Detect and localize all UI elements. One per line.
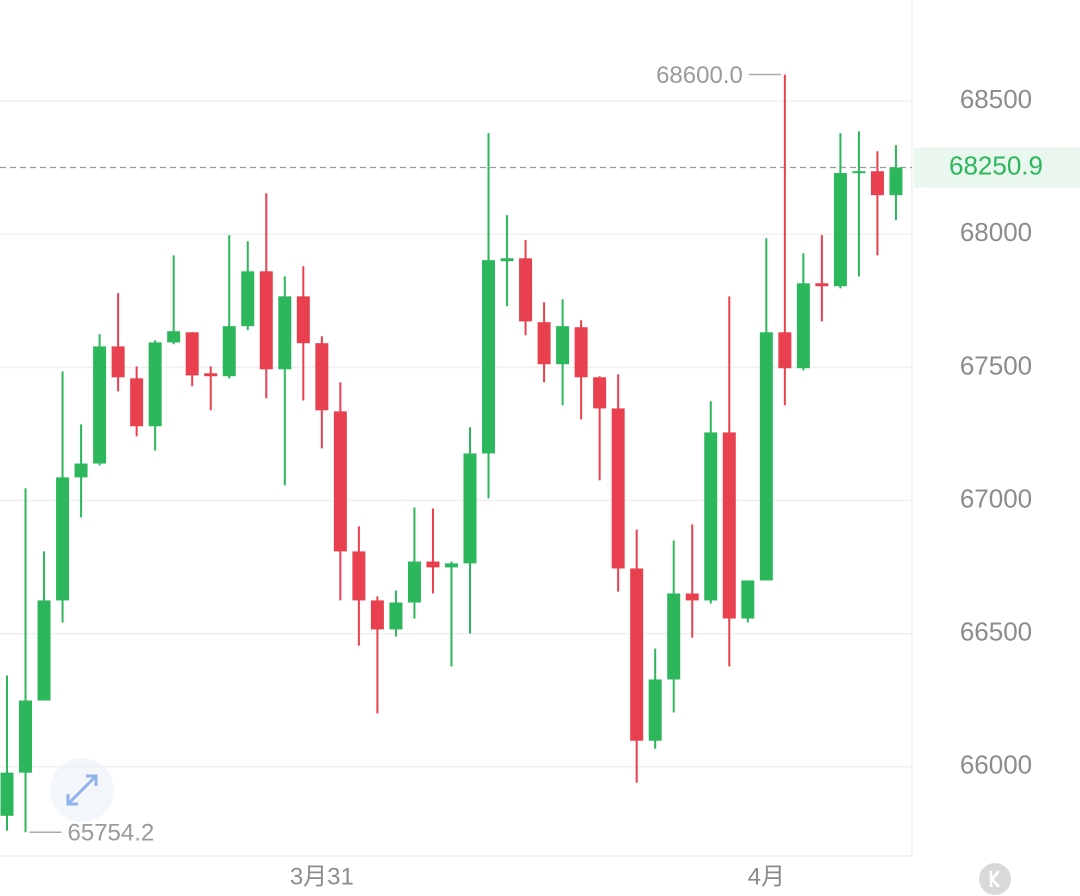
expand-button[interactable] [50,758,114,822]
candle-body [37,600,51,701]
candle-body [519,258,533,322]
candle-body [630,568,644,741]
candle-body [296,296,310,344]
last-price-label: 68250.9 [949,150,1043,180]
candle-body [482,260,496,454]
candle-body [204,373,218,377]
candle-body [667,593,681,680]
candle-body [370,600,384,630]
y-tick-label: 67000 [960,483,1032,513]
candle-body [315,343,329,411]
candle-body [685,593,699,601]
candle-body [426,561,440,568]
candle-body [704,432,718,601]
candle-body [222,326,236,377]
candle-body [852,171,866,174]
candle-body [741,580,755,619]
candle-body [574,327,588,378]
extreme-label: 65754.2 [68,820,155,847]
candle-body [463,453,477,564]
expand-icon [66,774,98,806]
x-tick-label: 4月 [748,863,785,890]
k-bg [979,863,1011,895]
candle-body [111,346,125,378]
candle-body [889,167,903,196]
candle-body [352,551,366,601]
last-price-bg [914,147,1080,188]
candle-body [815,283,829,287]
k-icon [989,870,1000,888]
candle-body [537,322,551,365]
candle-body [778,332,792,369]
candle-body [93,346,107,464]
candle-body [259,271,273,370]
candle-body [167,331,181,343]
candle-body [333,411,347,552]
candle-body [148,342,162,427]
candle-body [593,377,607,409]
candle-body [278,296,292,370]
candle-body [56,477,70,601]
candle-body [759,332,773,581]
candle-body [500,258,514,262]
candle-body [722,432,736,619]
y-tick-label: 67500 [960,350,1032,380]
candle-body [19,700,33,773]
candle-body [241,271,255,327]
y-tick-label: 66000 [960,750,1032,780]
candle-body [444,563,458,568]
candle-body [74,463,88,478]
candle-body [833,173,847,287]
candle-body [556,326,570,365]
candle-body [185,332,199,376]
x-tick-label: 3月31 [290,863,354,890]
candle-body [870,171,884,196]
k-button[interactable] [979,863,1011,895]
candle-body [0,772,14,816]
y-tick-label: 68000 [960,217,1032,247]
y-tick-label: 66500 [960,617,1032,647]
candle-body [407,561,421,603]
candle-body [796,283,810,369]
candle-body [389,602,403,630]
candle-body [648,679,662,741]
candle-body [611,408,625,569]
candle-body [130,378,144,427]
y-tick-label: 68500 [960,84,1032,114]
extreme-label: 68600.0 [656,62,743,89]
